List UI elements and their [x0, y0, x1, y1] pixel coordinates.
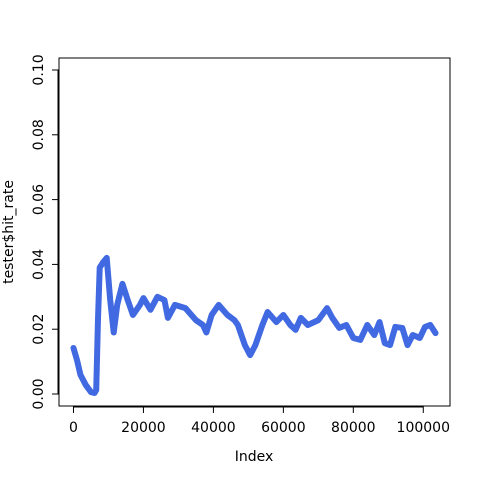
x-axis-label: Index [235, 449, 274, 465]
x-tick-label: 100000 [397, 420, 450, 436]
y-tick-label: 0.08 [31, 119, 47, 150]
x-tick-label: 0 [69, 420, 78, 436]
x-tick-label: 80000 [331, 420, 376, 436]
x-tick-label: 20000 [121, 420, 166, 436]
y-tick-label: 0.00 [31, 378, 47, 409]
y-tick-label: 0.02 [31, 314, 47, 345]
x-tick-label: 60000 [261, 420, 306, 436]
x-tick-label: 40000 [191, 420, 236, 436]
y-tick-label: 0.06 [31, 184, 47, 215]
y-tick-label: 0.04 [31, 249, 47, 280]
y-axis-label: tester$hit_rate [1, 180, 17, 284]
plot-box [58, 57, 451, 407]
data-line [70, 254, 439, 397]
y-tick-label: 0.10 [31, 54, 47, 85]
